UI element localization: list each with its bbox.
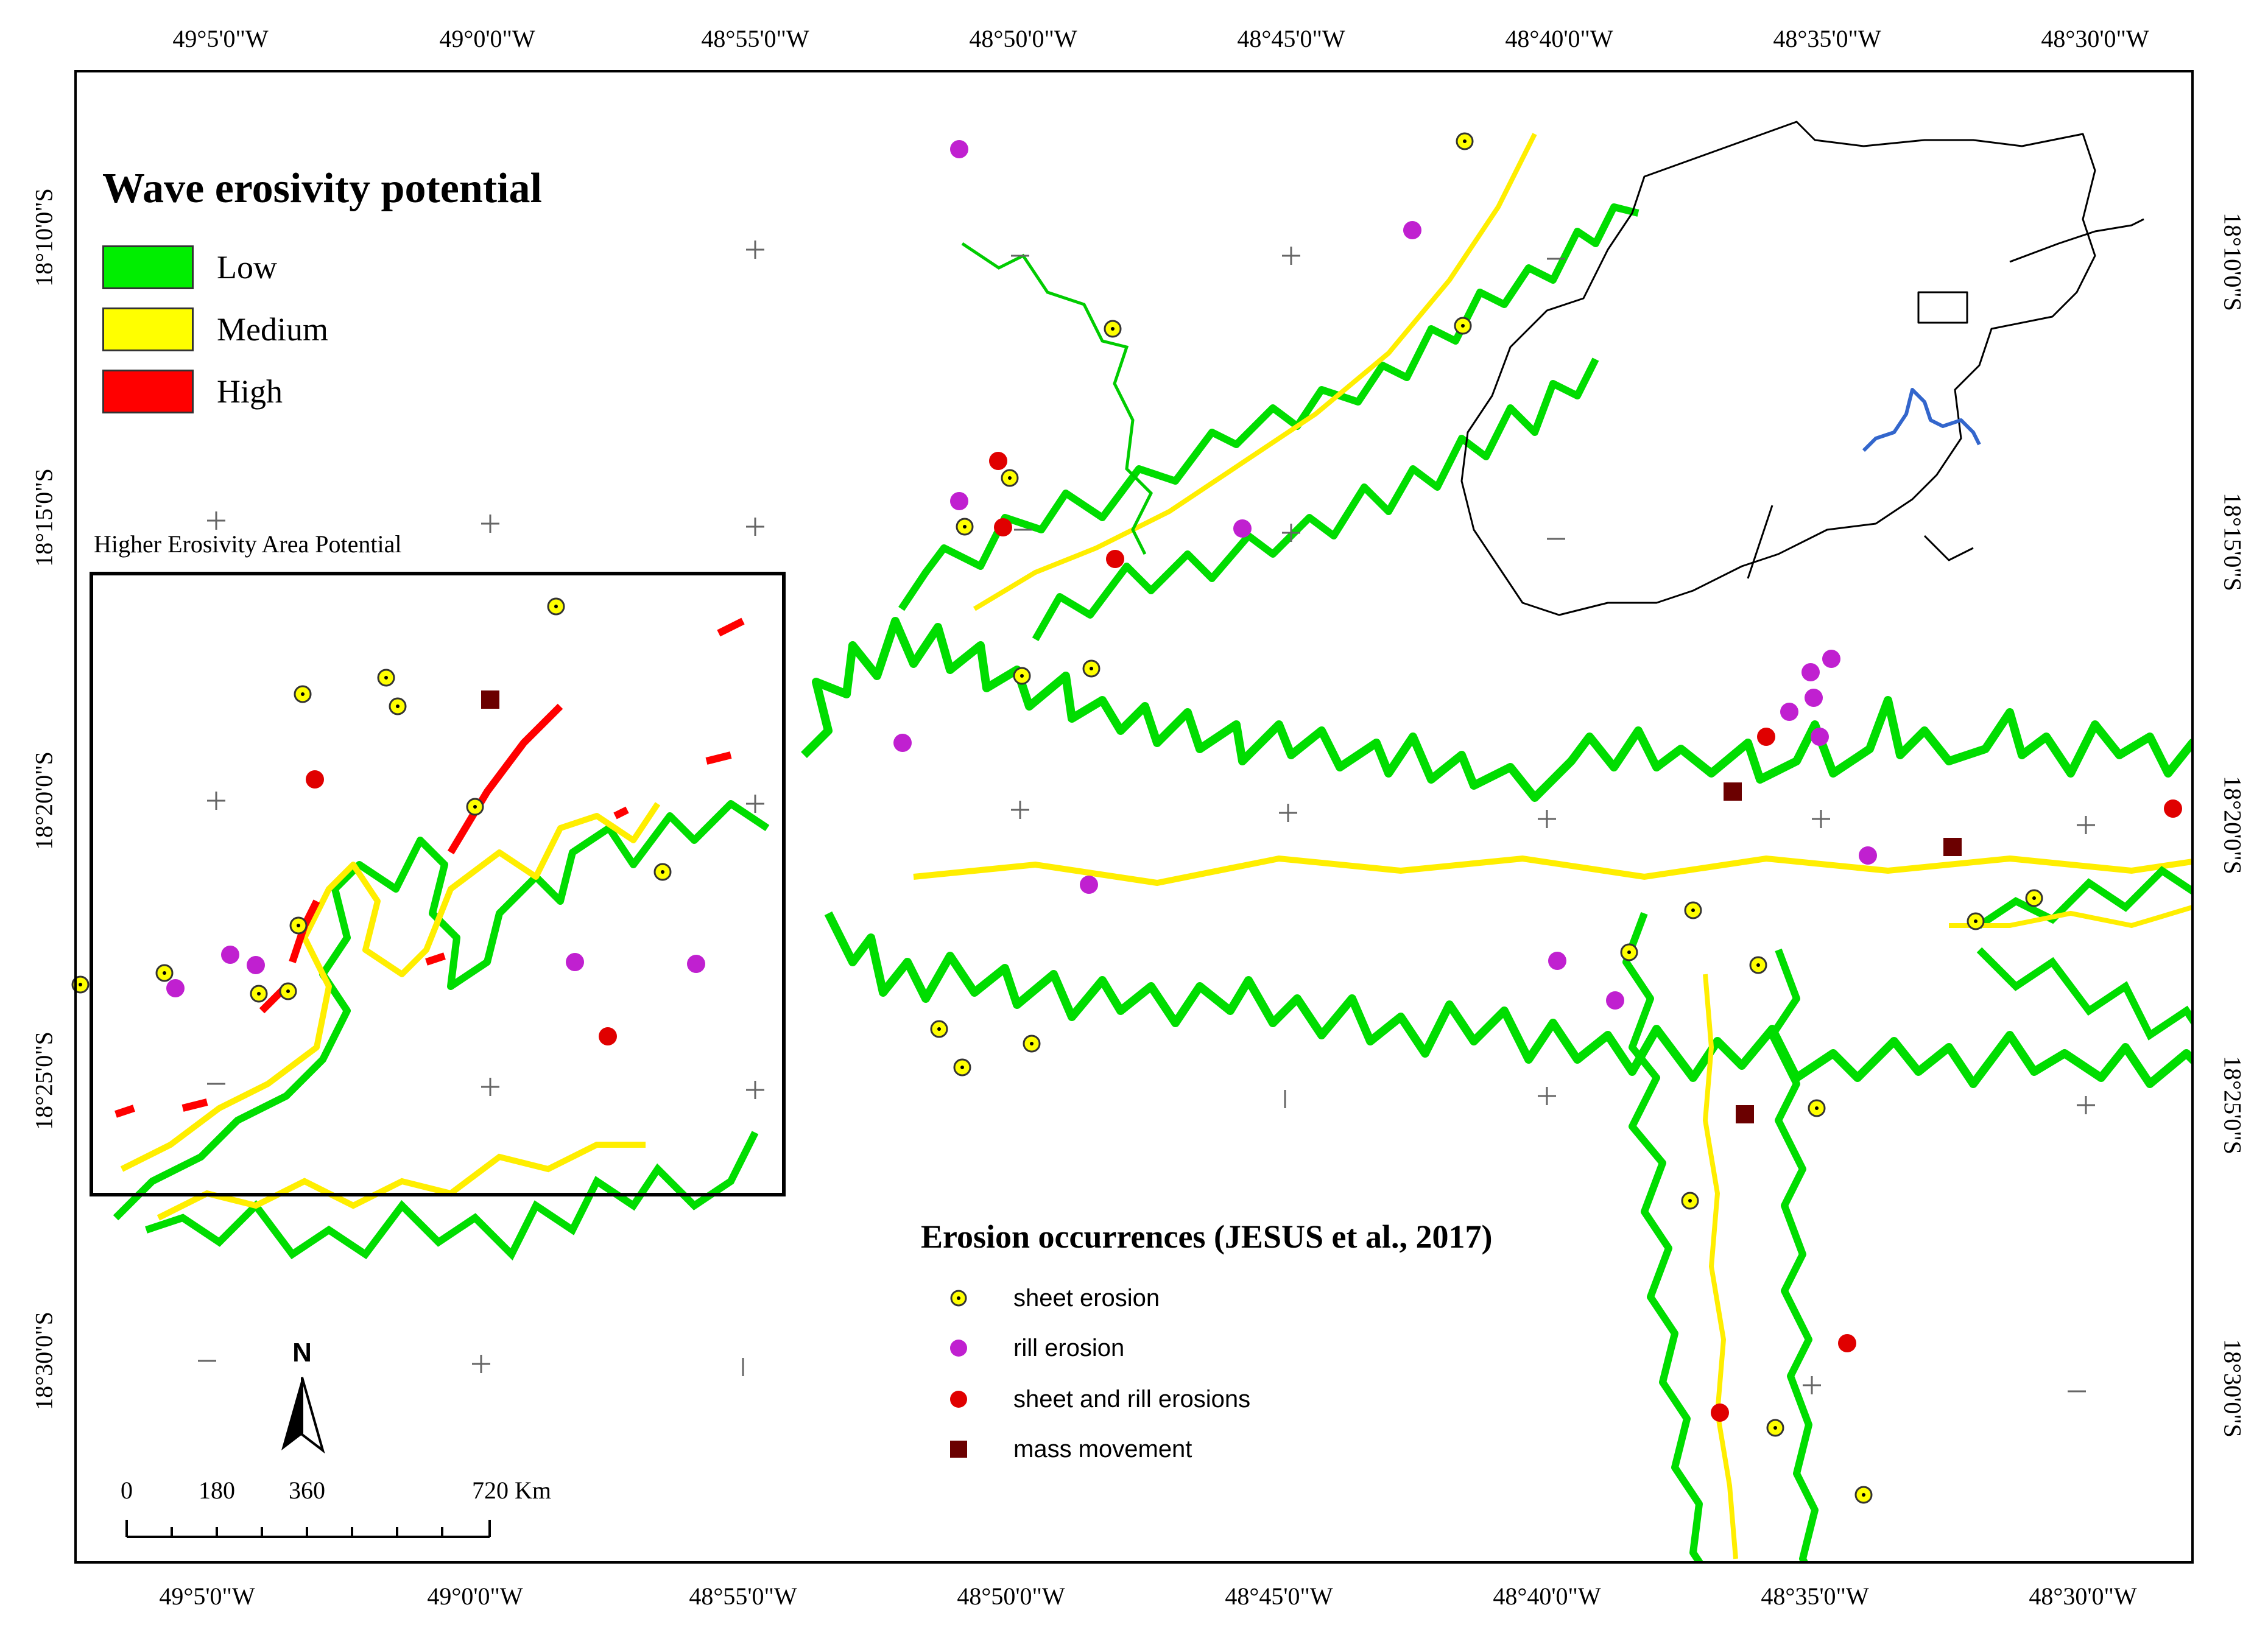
scale-label: 720 Km: [472, 1477, 551, 1504]
latitude-label-right: 18°25'0"S: [2219, 1056, 2247, 1154]
shoreline-medium-main: [913, 855, 2192, 887]
sheet-rill-erosion-icon: [948, 1388, 970, 1410]
longitude-label-bottom: 48°45'0"W: [1225, 1583, 1333, 1610]
longitude-label-top: 48°50'0"W: [969, 25, 1077, 52]
occurrence-label: mass movement: [1013, 1435, 1192, 1463]
shoreline-medium-north-arm: [973, 133, 1537, 611]
latitude-label-left: 18°15'0"S: [30, 468, 58, 567]
legend-swatch-high: [102, 370, 194, 413]
longitude-label-bottom: 48°55'0"W: [689, 1583, 797, 1610]
reservoir-shoreline: [113, 133, 2192, 1562]
shoreline-medium-south-arm: [1702, 974, 1738, 1559]
latitude-label-left: 18°20'0"S: [30, 751, 58, 850]
rill-erosion-icon: [948, 1337, 970, 1359]
latitude-label-right: 18°20'0"S: [2219, 776, 2247, 874]
legend-label: Low: [217, 249, 277, 286]
longitude-label-bottom: 49°0'0"W: [427, 1583, 523, 1610]
map-frame: [74, 70, 2194, 1564]
scale-label: 180: [199, 1477, 235, 1504]
longitude-label-top: 48°30'0"W: [2041, 25, 2149, 52]
legend-title: Wave erosivity potential: [102, 165, 542, 212]
longitude-label-bottom: 48°50'0"W: [957, 1583, 1065, 1610]
shoreline-low-south-arm-2: [1769, 948, 1819, 1562]
legend-swatch-medium: [102, 307, 194, 351]
locator-inner-box: [1917, 291, 1968, 324]
occurrence-label: sheet erosion: [1013, 1284, 1160, 1312]
latitude-label-left: 18°30'0"S: [30, 1312, 58, 1410]
occurrence-item-sheet: sheet erosion: [948, 1280, 1160, 1316]
shoreline-low-south-arm: [1622, 912, 1704, 1562]
longitude-label-top: 48°35'0"W: [1773, 25, 1881, 52]
longitude-label-bottom: 48°35'0"W: [1761, 1583, 1869, 1610]
longitude-label-top: 49°0'0"W: [439, 25, 535, 52]
legend-label: High: [217, 373, 283, 410]
latitude-label-left: 18°25'0"S: [30, 1031, 58, 1130]
shoreline-medium-west: [120, 802, 661, 1172]
longitude-label-bottom: 48°40'0"W: [1493, 1583, 1601, 1610]
longitude-label-bottom: 48°30'0"W: [2029, 1583, 2137, 1610]
sheet-erosion-icon: [948, 1287, 970, 1309]
longitude-label-top: 48°40'0"W: [1505, 25, 1613, 52]
latitude-label-left: 18°10'0"S: [30, 188, 58, 287]
north-arrow-label: N: [292, 1338, 312, 1368]
legend-label: Medium: [217, 311, 328, 348]
scale-label: 0: [121, 1477, 133, 1504]
shoreline-low-main: [801, 617, 2192, 802]
legend-item-low: Low: [102, 245, 277, 290]
longitude-label-top: 48°55'0"W: [701, 25, 809, 52]
latitude-label-right: 18°15'0"S: [2219, 493, 2247, 591]
scale-label: 360: [289, 1477, 325, 1504]
shoreline-east-medium: [1949, 904, 2192, 929]
north-arrow-icon: [281, 1377, 325, 1454]
legend-item-medium: Medium: [102, 307, 328, 352]
occurrence-item-rill: rill erosion: [948, 1330, 1124, 1366]
latitude-label-right: 18°30'0"S: [2219, 1339, 2247, 1438]
occurrence-label: sheet and rill erosions: [1013, 1385, 1251, 1413]
longitude-label-top: 49°5'0"W: [172, 25, 269, 52]
mass-movement-icon: [948, 1438, 970, 1460]
occurrence-label: rill erosion: [1013, 1334, 1125, 1361]
occurrence-item-mass-movement: mass movement: [948, 1431, 1192, 1467]
legend-item-high: High: [102, 369, 283, 414]
locator-map: [1460, 121, 2144, 616]
inset-box-caption: Higher Erosivity Area Potential: [94, 530, 402, 558]
locator-east-line: [2009, 218, 2144, 263]
legend-swatch-low: [102, 245, 194, 289]
shoreline-low-west: [113, 800, 770, 1221]
locator-reservoir: [1862, 388, 1981, 452]
occurrences-legend-title: Erosion occurrences (JESUS et al., 2017): [921, 1218, 1493, 1255]
longitude-label-bottom: 49°5'0"W: [159, 1583, 255, 1610]
shoreline-south-west-medium: [157, 1142, 646, 1221]
erosion-occurrence-points: [71, 132, 2182, 1504]
shoreline-east-end: [1976, 866, 2192, 1041]
locator-state-outline: [1460, 121, 2096, 616]
scale-bar-graphic: [125, 1520, 491, 1538]
shoreline-low-north-arm: [898, 203, 1639, 611]
occurrence-item-sheet-rill: sheet and rill erosions: [948, 1381, 1250, 1417]
locator-south-line: [1747, 505, 1974, 579]
longitude-label-top: 48°45'0"W: [1237, 25, 1345, 52]
shoreline-low-north-arm-2: [1032, 357, 1599, 641]
shoreline-low-main-south: [824, 911, 2192, 1088]
graticule-crosses: [198, 241, 2095, 1394]
latitude-label-right: 18°10'0"S: [2219, 213, 2247, 311]
higher-erosivity-inset-box: [90, 572, 786, 1196]
